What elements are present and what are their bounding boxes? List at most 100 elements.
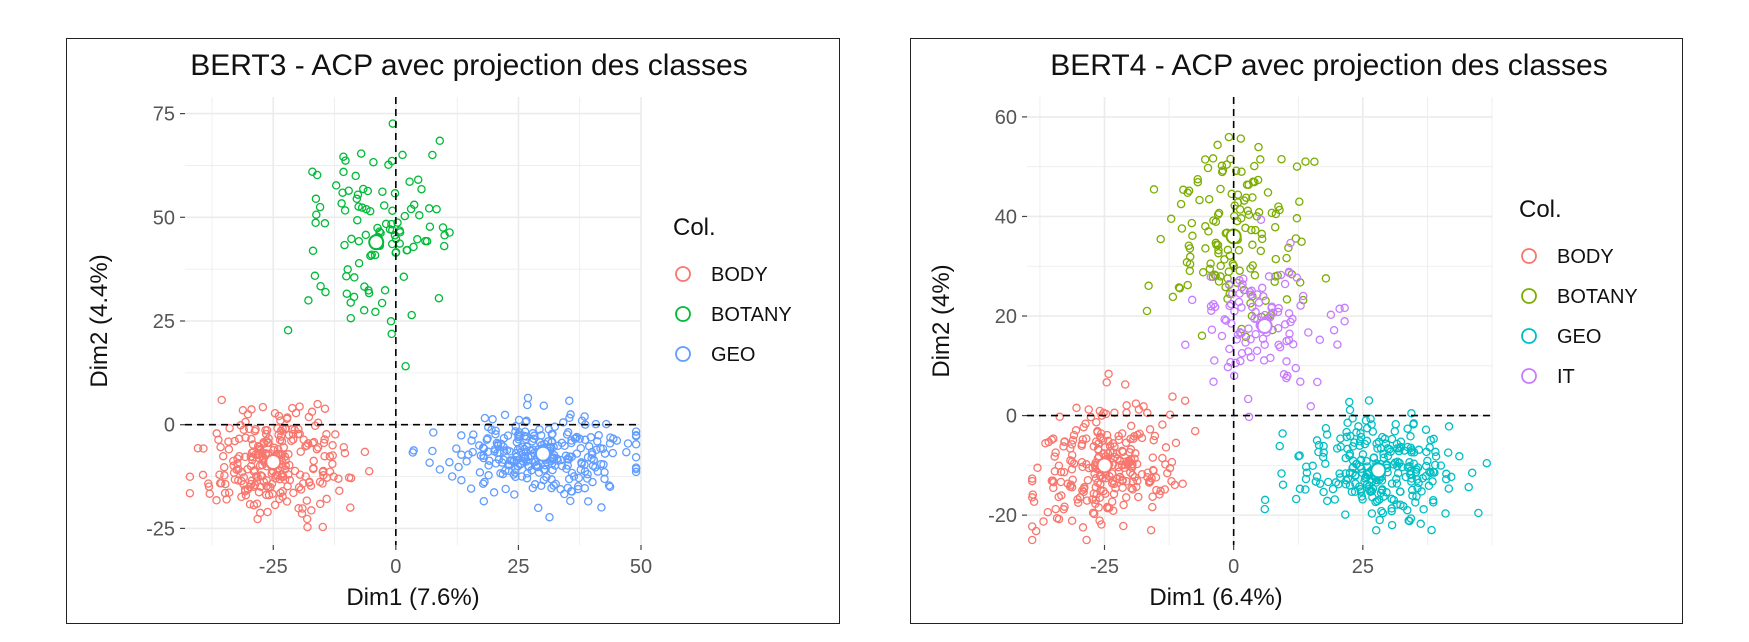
point-body: [1047, 476, 1057, 485]
point-body: [240, 452, 250, 462]
point-geo: [1375, 515, 1384, 525]
point-body: [273, 424, 282, 433]
point-botany: [354, 236, 364, 246]
point-body: [1063, 479, 1073, 488]
point-it: [1280, 279, 1290, 289]
point-geo: [1412, 465, 1421, 474]
point-botany: [1211, 238, 1221, 248]
point-body: [1072, 403, 1081, 413]
point-body: [1054, 514, 1064, 524]
legend-label-it: IT: [1557, 366, 1575, 388]
point-geo: [1482, 458, 1492, 468]
legend-key-body: [1521, 248, 1537, 264]
point-body: [1122, 401, 1131, 410]
point-geo: [612, 436, 622, 445]
point-geo: [1319, 487, 1328, 497]
point-it: [1226, 299, 1236, 309]
point-body: [233, 454, 242, 463]
point-geo: [500, 410, 510, 420]
point-body: [282, 497, 292, 506]
point-it: [1340, 303, 1349, 313]
point-it: [1257, 283, 1267, 293]
point-geo: [1393, 444, 1402, 453]
point-body: [1050, 467, 1060, 476]
point-it: [1296, 301, 1305, 310]
point-geo: [1328, 484, 1338, 494]
point-botany: [400, 211, 410, 221]
point-body: [1051, 448, 1060, 457]
point-geo: [1428, 477, 1437, 486]
point-botany: [283, 326, 293, 335]
point-it: [1340, 317, 1349, 326]
point-geo: [1343, 418, 1352, 428]
point-body: [1054, 461, 1064, 470]
point-body: [1168, 392, 1177, 401]
point-geo: [1416, 519, 1425, 529]
point-botany: [1251, 225, 1260, 235]
point-body: [296, 485, 306, 494]
point-body: [1190, 426, 1200, 436]
point-body: [1110, 408, 1119, 418]
point-body: [256, 471, 266, 480]
point-botany: [359, 306, 369, 315]
x-tick-label: 50: [630, 556, 652, 578]
point-geo: [545, 512, 554, 522]
point-botany: [312, 210, 321, 219]
point-body: [241, 490, 251, 500]
point-body: [284, 450, 293, 459]
point-botany: [342, 289, 352, 298]
point-geo: [447, 472, 457, 481]
point-botany: [1198, 268, 1208, 277]
point-botany: [337, 199, 346, 208]
point-body: [302, 496, 312, 505]
point-botany: [1243, 206, 1253, 216]
point-botany: [1188, 231, 1197, 241]
point-botany: [356, 149, 366, 158]
point-body: [309, 456, 318, 466]
point-geo: [1390, 458, 1400, 467]
point-geo: [1387, 504, 1396, 513]
point-botany: [438, 223, 448, 232]
point-body: [1083, 475, 1093, 485]
point-botany: [361, 230, 371, 240]
point-geo: [594, 431, 603, 440]
point-botany: [425, 222, 435, 231]
point-body: [204, 482, 214, 491]
point-geo: [457, 450, 466, 459]
point-botany: [432, 204, 441, 214]
point-geo: [1345, 405, 1355, 415]
point-botany: [1301, 157, 1310, 166]
legend-label-body: BODY: [1557, 246, 1614, 268]
point-geo: [1403, 424, 1412, 433]
point-geo: [1323, 477, 1333, 487]
point-body: [1109, 489, 1119, 499]
point-botany: [434, 293, 444, 303]
point-geo: [488, 415, 497, 424]
point-body: [238, 405, 248, 415]
point-geo: [469, 430, 478, 439]
point-geo: [1301, 462, 1311, 471]
point-botany: [402, 246, 411, 255]
point-geo: [491, 429, 500, 439]
point-botany: [1168, 292, 1178, 302]
point-geo: [591, 463, 600, 472]
point-body: [215, 479, 225, 488]
legend-key-body: [675, 266, 691, 282]
point-body: [1122, 477, 1131, 486]
point-body: [1084, 405, 1093, 414]
point-geo: [1387, 434, 1397, 444]
point-body: [1078, 435, 1088, 444]
point-body: [320, 404, 330, 413]
chart-title: BERT3 - ACP avec projection des classes: [190, 49, 748, 82]
point-botany: [1231, 166, 1241, 175]
point-it: [1236, 356, 1245, 366]
point-geo: [548, 429, 557, 439]
point-body: [288, 435, 298, 444]
point-geo: [429, 428, 438, 437]
point-geo: [1311, 477, 1321, 486]
point-geo: [536, 431, 546, 440]
x-tick-label: 0: [1228, 556, 1239, 578]
point-geo: [563, 454, 572, 464]
point-botany: [1193, 177, 1203, 187]
point-body: [1112, 474, 1122, 484]
